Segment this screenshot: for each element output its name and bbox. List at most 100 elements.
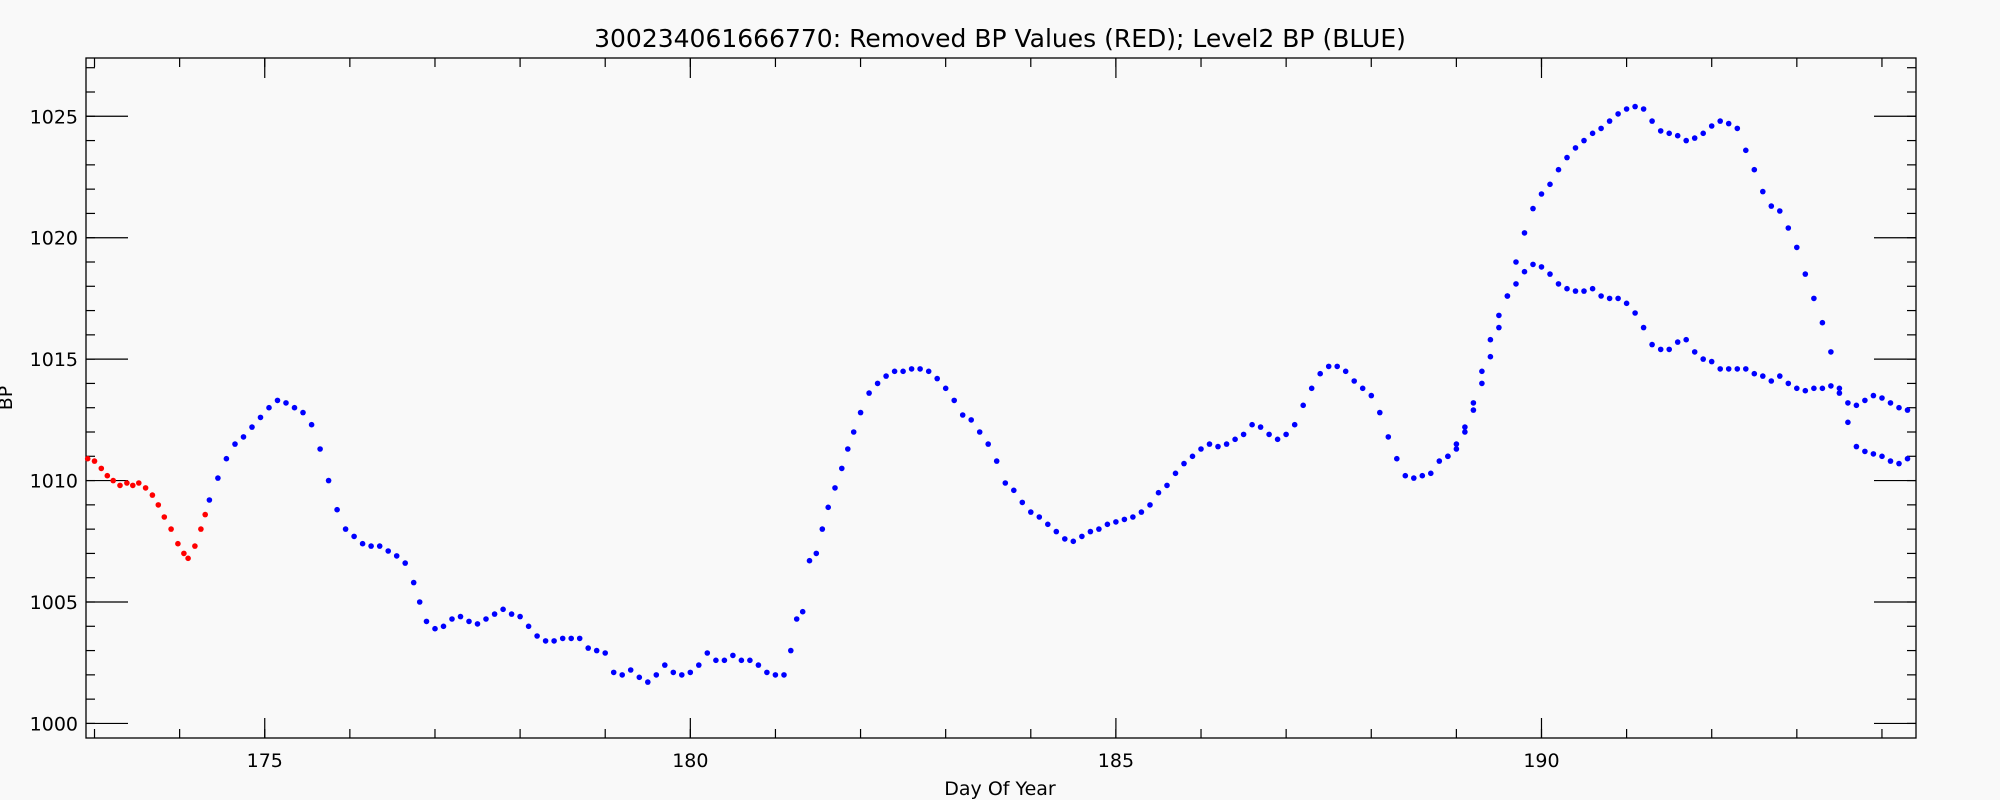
data-point <box>813 550 820 557</box>
data-point <box>1887 458 1894 464</box>
data-point <box>942 385 949 392</box>
data-point <box>202 511 208 518</box>
data-point <box>181 550 187 557</box>
data-point <box>104 472 111 479</box>
data-point <box>602 650 608 656</box>
data-point <box>806 557 813 564</box>
data-point <box>1896 404 1902 411</box>
data-point <box>1811 295 1817 302</box>
data-point <box>917 366 923 372</box>
data-point <box>1479 368 1485 375</box>
data-point <box>215 475 221 481</box>
data-point <box>1828 349 1834 355</box>
data-point <box>968 417 974 423</box>
data-point <box>1606 295 1613 302</box>
data-point <box>713 657 719 664</box>
data-point <box>1487 353 1494 360</box>
axis-ticks: 175 180 185 190 1000 1005 1010 1015 1020 1025 <box>30 58 1916 772</box>
data-point <box>1028 509 1034 515</box>
data-point <box>1470 407 1477 413</box>
data-point <box>232 441 238 447</box>
data-point <box>1436 458 1443 464</box>
data-point <box>1743 147 1749 154</box>
data-point <box>175 540 181 547</box>
data-point <box>1802 387 1809 394</box>
data-point <box>1649 118 1655 124</box>
data-point <box>1317 370 1323 377</box>
data-point <box>1845 419 1851 426</box>
data-point <box>136 480 142 486</box>
data-point <box>1794 244 1800 251</box>
data-point <box>1760 188 1766 195</box>
data-point <box>559 635 566 642</box>
data-point <box>1479 380 1485 387</box>
data-point <box>1862 397 1868 404</box>
data-point <box>1819 385 1826 392</box>
data-point <box>149 492 156 498</box>
data-point <box>416 599 423 605</box>
data-point <box>1181 460 1187 467</box>
data-point <box>1555 281 1562 287</box>
data-point <box>257 414 264 421</box>
data-point <box>799 608 806 615</box>
data-point <box>1513 281 1519 287</box>
data-point <box>1640 106 1647 112</box>
data-point <box>449 616 455 622</box>
data-point <box>155 502 162 508</box>
chart-title: 300234061666770: Removed BP Values (RED)… <box>594 24 1406 53</box>
x-tick-label: 190 <box>1523 750 1559 772</box>
data-point <box>91 458 98 464</box>
data-point <box>142 485 149 491</box>
data-point <box>959 412 966 418</box>
data-point <box>1002 480 1009 486</box>
data-point <box>1496 312 1502 319</box>
data-point <box>359 540 366 547</box>
data-point <box>1785 225 1792 231</box>
data-point <box>1802 271 1809 277</box>
data-point <box>1325 363 1332 370</box>
data-point <box>1615 111 1621 117</box>
data-point <box>793 616 800 622</box>
data-point <box>866 390 872 396</box>
data-point <box>857 409 864 416</box>
data-point <box>704 650 711 656</box>
x-axis-label: Day Of Year <box>944 778 1056 800</box>
data-point <box>223 455 230 462</box>
data-point <box>1862 448 1868 455</box>
data-point <box>1887 400 1894 406</box>
data-point <box>825 504 831 511</box>
data-point <box>1198 446 1204 452</box>
data-point <box>1870 451 1877 457</box>
data-point <box>1598 293 1604 299</box>
y-tick-label: 1025 <box>30 106 78 128</box>
data-point <box>525 623 532 630</box>
data-point <box>1674 132 1681 139</box>
data-point <box>1777 208 1783 214</box>
data-point <box>1657 346 1664 353</box>
data-point <box>1019 499 1026 506</box>
data-point <box>1147 502 1153 508</box>
data-point <box>1700 130 1706 137</box>
data-point <box>1606 118 1613 124</box>
data-point <box>568 635 574 642</box>
data-point <box>1632 310 1638 316</box>
data-point <box>1845 400 1851 406</box>
data-point <box>110 477 116 484</box>
y-tick-label: 1010 <box>30 471 78 493</box>
data-point <box>1428 470 1434 477</box>
data-point <box>1811 385 1817 392</box>
data-point <box>440 623 447 630</box>
data-point <box>1462 424 1468 430</box>
data-point <box>576 635 583 642</box>
data-point <box>1879 395 1885 401</box>
data-point <box>1836 385 1843 392</box>
data-point <box>474 621 481 627</box>
data-point <box>610 669 617 676</box>
data-point <box>627 667 634 673</box>
data-point <box>1070 538 1077 545</box>
data-point <box>1564 285 1570 292</box>
data-point <box>730 652 736 659</box>
data-point <box>1828 383 1834 389</box>
data-point <box>1538 191 1545 197</box>
